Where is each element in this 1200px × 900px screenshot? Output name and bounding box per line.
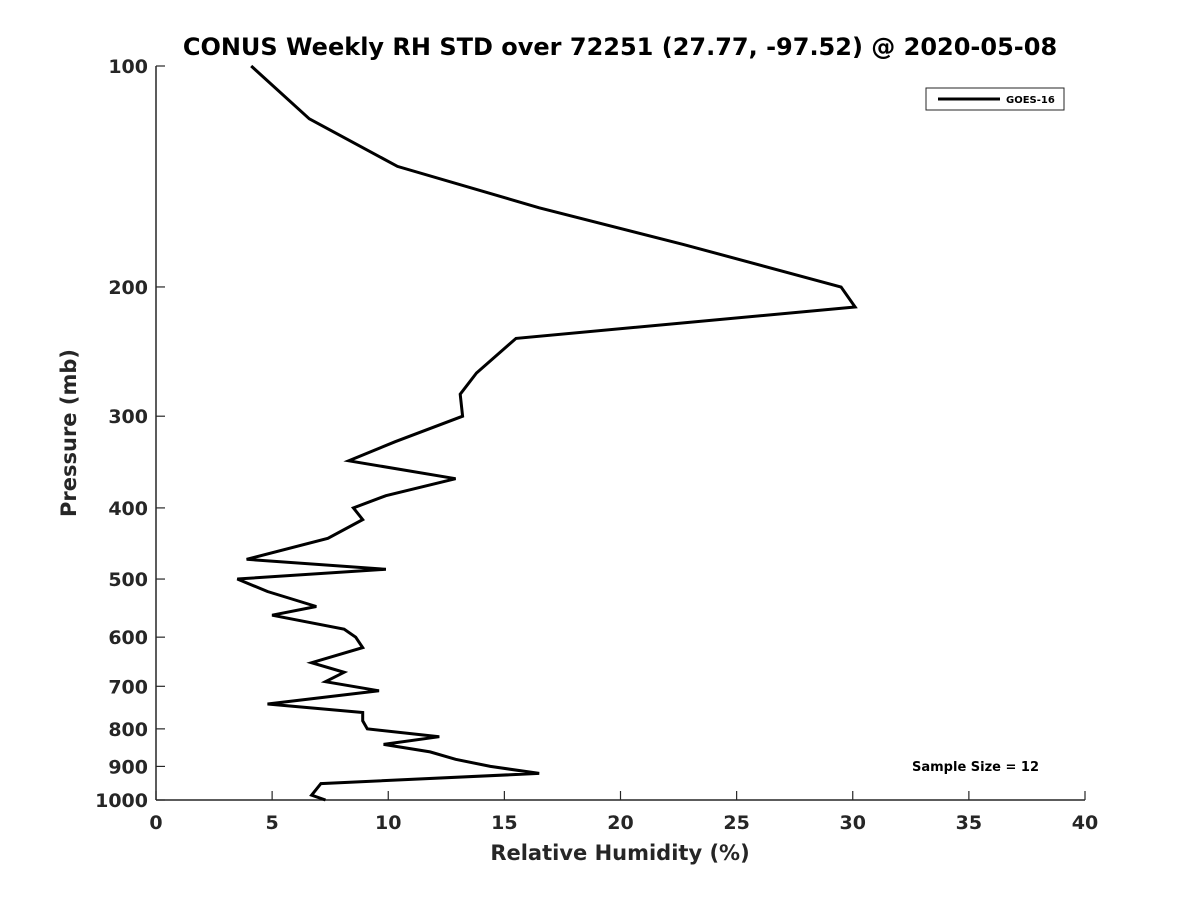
x-axis-ticks: 0 5 10 15 20 25 30 35 40 [149,791,1098,834]
x-tick-label: 25 [723,812,749,834]
sample-size-annotation: Sample Size = 12 [912,760,1039,775]
x-tick-label: 40 [1072,812,1098,834]
legend: GOES-16 [925,87,1065,111]
x-tick-label: 5 [266,812,279,834]
y-tick-label: 900 [108,756,148,778]
x-tick-label: 20 [607,812,633,834]
y-axis-label: Pressure (mb) [57,349,81,517]
chart-title: CONUS Weekly RH STD over 72251 (27.77, -… [183,33,1057,61]
y-tick-label: 200 [108,277,148,299]
x-tick-label: 35 [956,812,982,834]
y-tick-label: 700 [108,676,148,698]
y-axis-ticks: 100 200 300 400 500 600 700 800 900 1000 [95,56,165,812]
y-tick-label: 400 [108,498,148,520]
y-tick-label: 600 [108,627,148,649]
y-tick-label: 300 [108,406,148,428]
x-axis-label: Relative Humidity (%) [490,841,749,865]
series-line-goes-16 [236,64,858,802]
x-tick-label: 0 [149,812,162,834]
y-tick-label: 100 [108,56,148,78]
y-tick-label: 800 [108,719,148,741]
y-tick-label: 1000 [95,790,148,812]
y-tick-label: 500 [108,569,148,591]
x-tick-label: 15 [491,812,517,834]
x-tick-label: 10 [375,812,401,834]
x-tick-label: 30 [840,812,866,834]
legend-label-goes-16: GOES-16 [1006,95,1055,106]
